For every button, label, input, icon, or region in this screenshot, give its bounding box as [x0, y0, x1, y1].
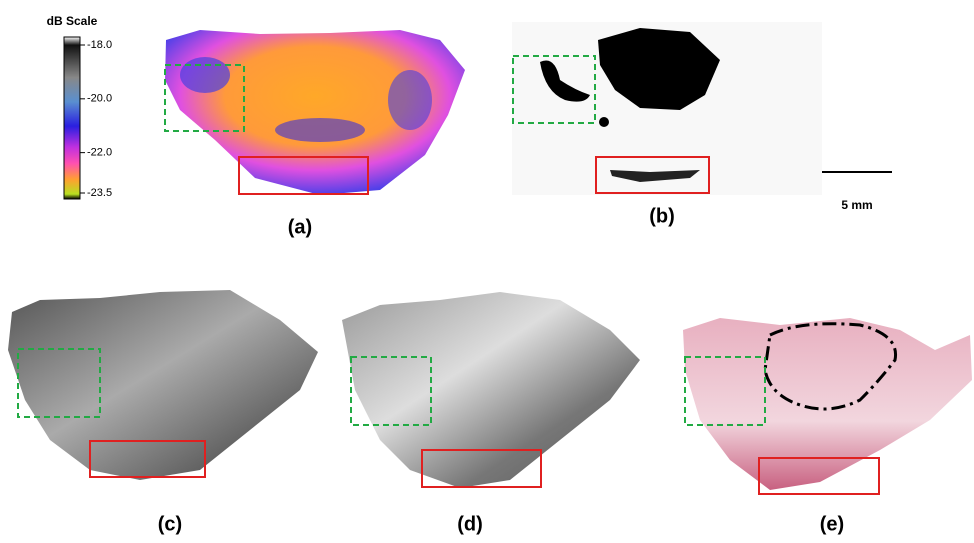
panel-label: (c) [158, 513, 182, 535]
histology-image [683, 318, 972, 490]
panel-label: (b) [649, 205, 675, 227]
detected-region [599, 117, 609, 127]
blue-region [180, 57, 230, 93]
colorbar [64, 37, 80, 199]
tissue-image [8, 290, 318, 480]
panel-label: (e) [820, 513, 844, 535]
panel-label: (d) [457, 513, 483, 535]
colorbar-tick-label: -20.0 [87, 93, 112, 105]
figure: dB Scale -18.0 -20.0 -22.0 -23.5 (a) (b) 5 … [0, 0, 974, 543]
tissue-image [342, 292, 640, 488]
blue-region [388, 70, 432, 130]
blue-region [275, 118, 365, 142]
scale-label: 5 mm [841, 198, 872, 212]
colorbar-tick-label: -18.0 [87, 39, 112, 51]
colorbar-tick-label: -22.0 [87, 147, 112, 159]
colorbar-tick-label: -23.5 [87, 187, 112, 199]
colorbar-title: dB Scale [47, 14, 98, 28]
colorbar-ticks: -18.0 -20.0 -22.0 -23.5 [80, 39, 112, 199]
panel-label: (a) [288, 216, 312, 238]
